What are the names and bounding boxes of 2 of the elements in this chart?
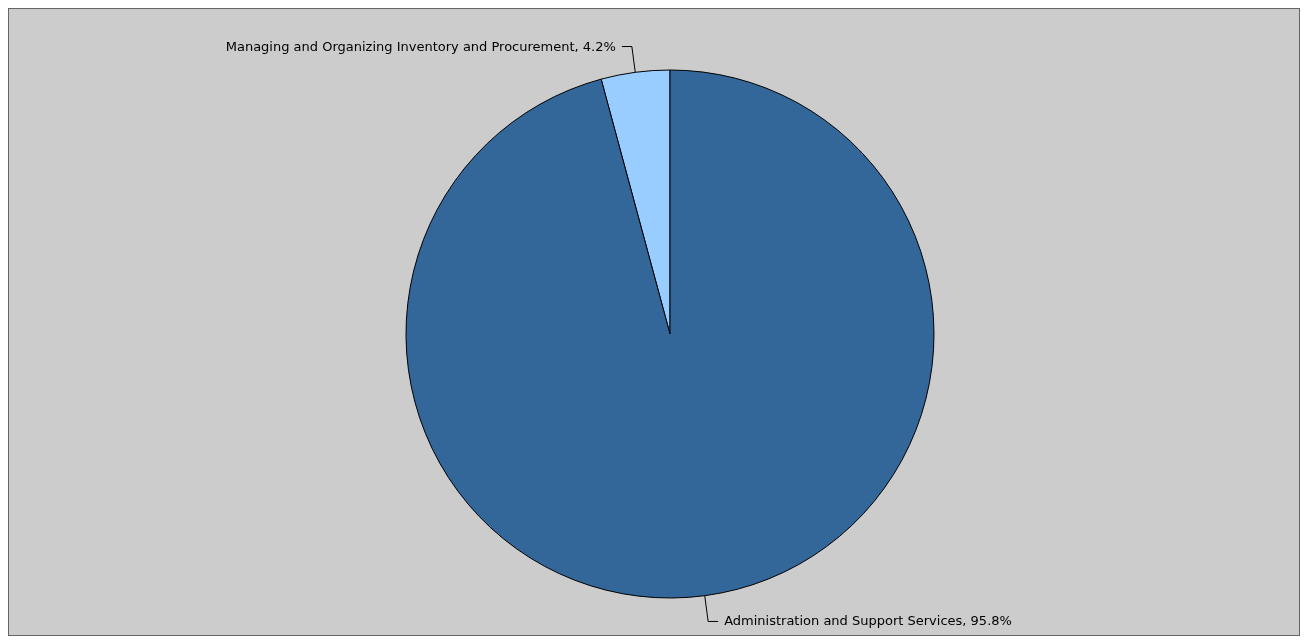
slice-label: Administration and Support Services, 95.8% [724,613,1012,629]
slice-label: Managing and Organizing Inventory and Procurement, 4.2% [225,38,616,54]
